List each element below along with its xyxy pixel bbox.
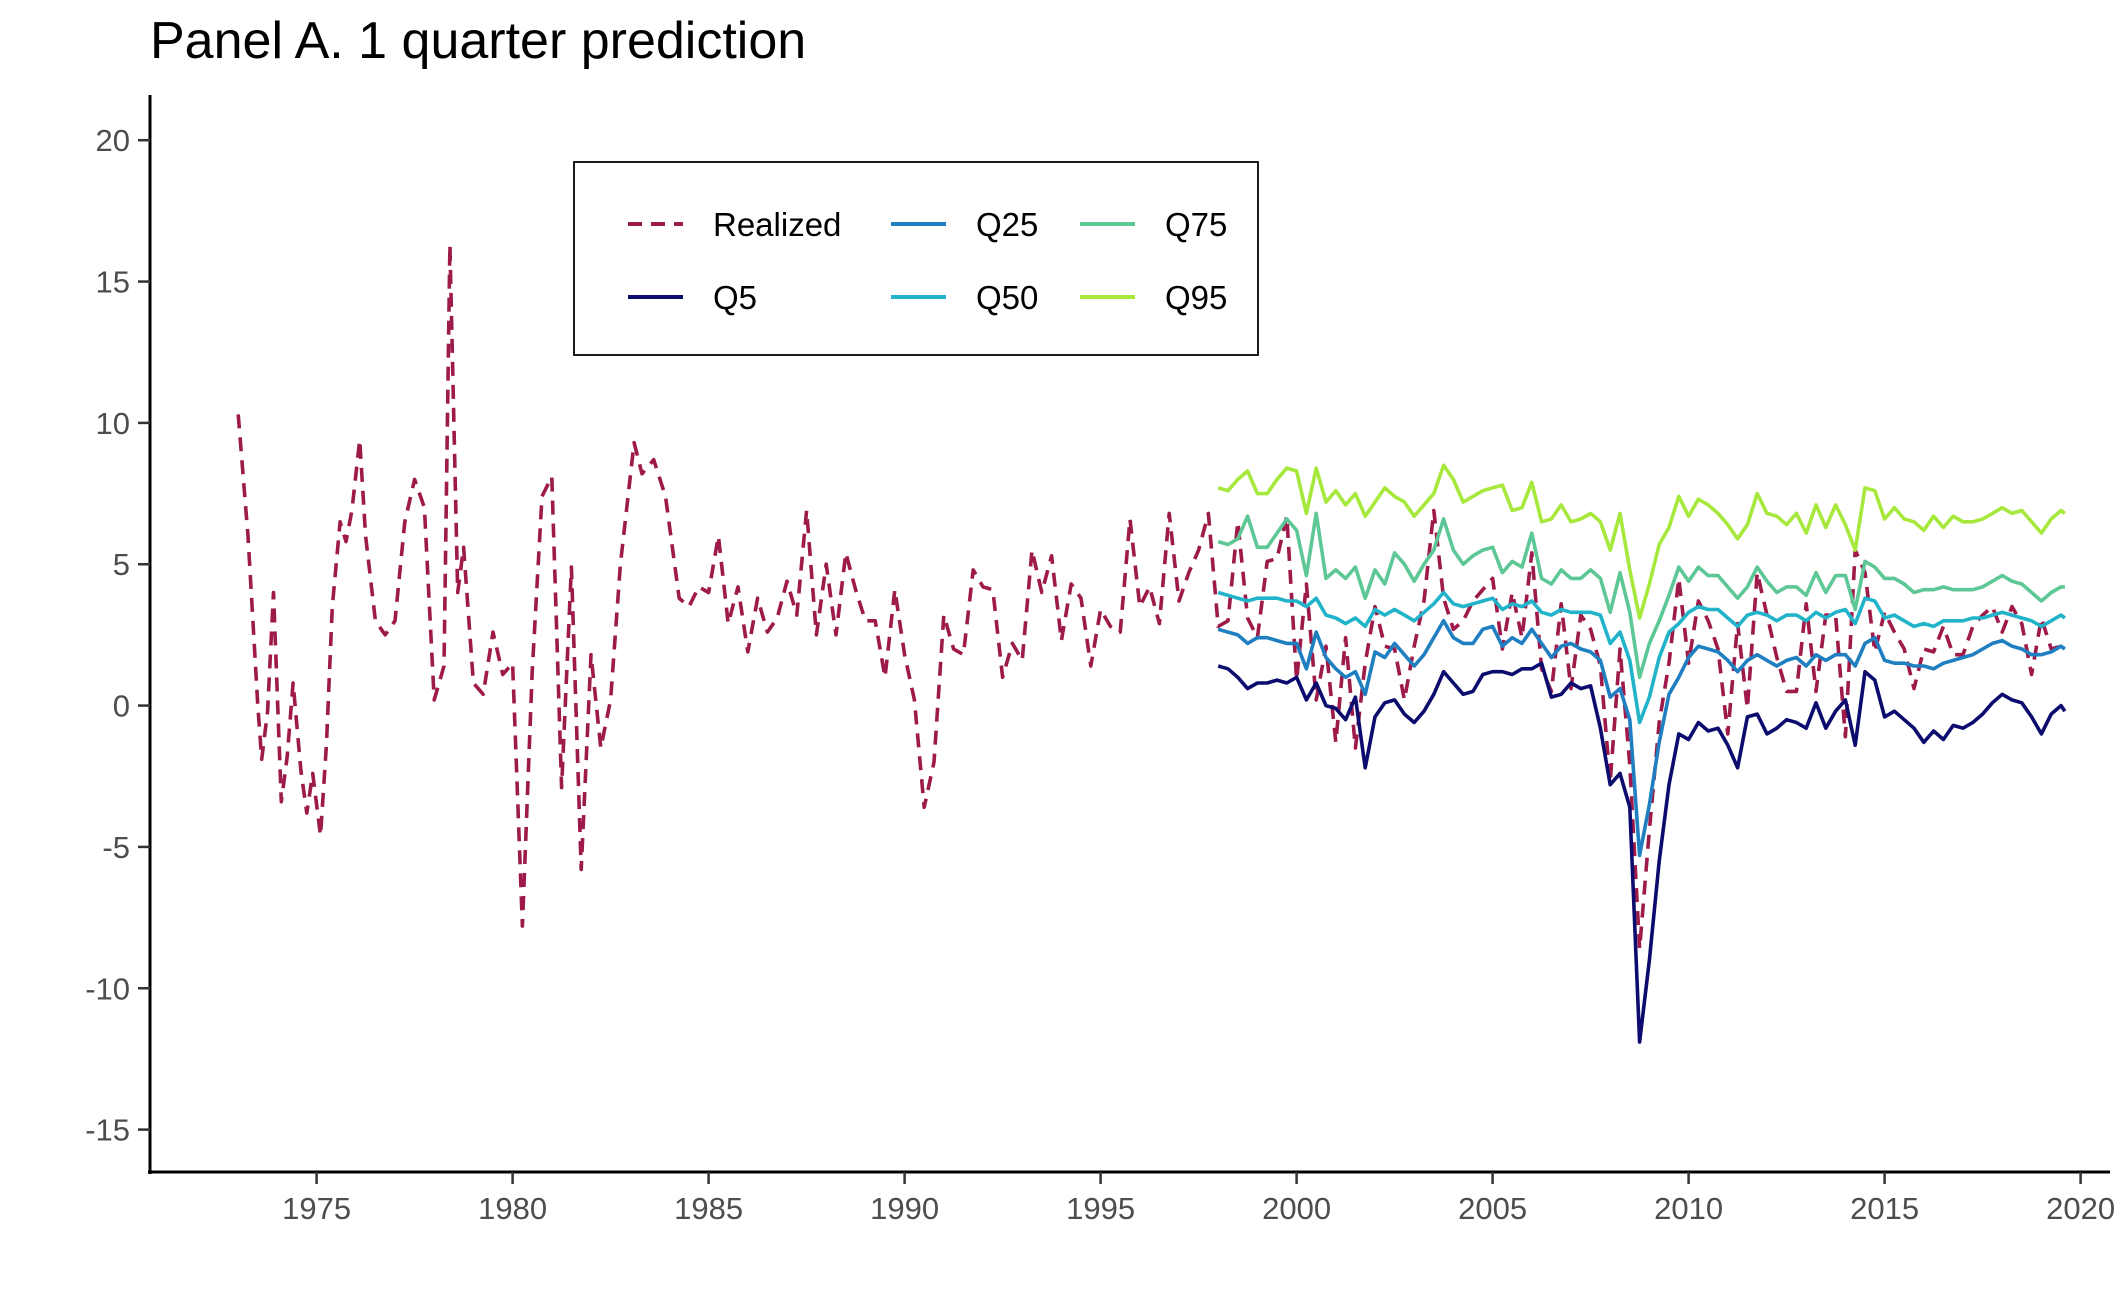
legend-label-q25: Q25 (976, 206, 1038, 243)
x-tick-label: 2015 (1850, 1191, 1919, 1226)
x-tick-label: 1990 (870, 1191, 939, 1226)
series-line-q50 (1217, 590, 2066, 725)
y-tick-label: -15 (85, 1113, 130, 1148)
axes: -15 -10 -5 0 5 10 15 20 1975 1980 1985 1990 1995 2000… (85, 95, 2115, 1226)
y-tick-label: -5 (102, 830, 130, 865)
x-tick-label: 1980 (478, 1191, 547, 1226)
legend-box (573, 161, 1259, 356)
series-line-q5 (1217, 661, 2067, 1044)
chart-title: Panel A. 1 quarter prediction (150, 12, 806, 70)
x-tick-label: 1975 (282, 1191, 351, 1226)
x-tick-label: 2000 (1262, 1191, 1331, 1226)
x-tick-label: 2020 (2046, 1191, 2115, 1226)
series-line-q75 (1217, 511, 2065, 680)
x-tick-label: 2010 (1654, 1191, 1723, 1226)
y-tick-label: 15 (96, 265, 130, 300)
series-line-realized (236, 243, 2066, 951)
series-line-q95 (1217, 463, 2066, 620)
y-tick-label: 10 (96, 406, 130, 441)
y-tick-label: -10 (85, 971, 130, 1006)
legend-label-q50: Q50 (976, 279, 1038, 316)
x-tick-label: 1995 (1066, 1191, 1135, 1226)
plot-area (236, 243, 2067, 1044)
legend-label-q95: Q95 (1165, 279, 1227, 316)
y-tick-label: 20 (96, 123, 130, 158)
y-tick-label: 0 (113, 689, 130, 724)
legend: Realized Q5 Q25 Q50 Q75 Q95 (573, 161, 1259, 356)
legend-label-q75: Q75 (1165, 206, 1227, 243)
x-tick-label: 1985 (674, 1191, 743, 1226)
legend-label-q5: Q5 (713, 279, 757, 316)
x-tick-label: 2005 (1458, 1191, 1527, 1226)
legend-label-realized: Realized (713, 206, 841, 243)
series-line-q25 (1217, 619, 2066, 858)
y-tick-label: 5 (113, 547, 130, 582)
